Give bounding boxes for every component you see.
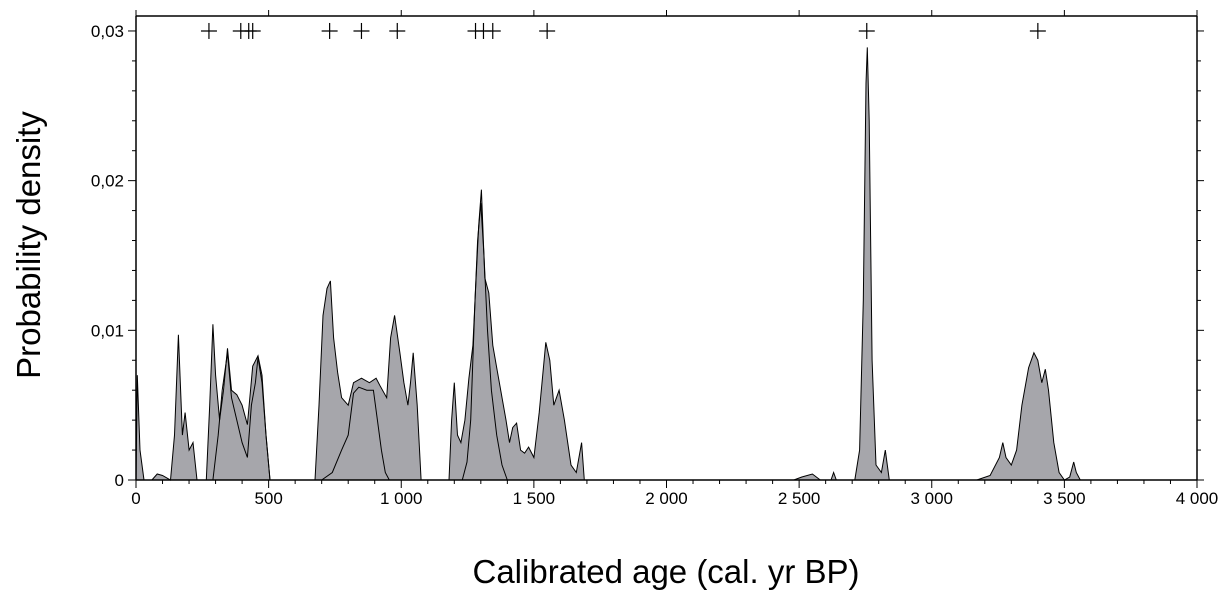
x-axis-ticks: 0 500 1 000 1 500 2 000 2 500 3 000 3 500 4 000	[131, 10, 1218, 508]
density-peak-3	[314, 280, 422, 481]
y-tick-label: 0	[115, 471, 124, 490]
date-marker	[858, 22, 875, 39]
date-marker	[353, 22, 370, 39]
density-peak-7	[976, 351, 1082, 481]
y-tick-label: 0,01	[91, 321, 124, 340]
x-axis-title: Calibrated age (cal. yr BP)	[473, 553, 860, 590]
x-tick-label: 500	[254, 489, 282, 508]
x-tick-label: 1 500	[513, 489, 556, 508]
density-peak-6	[854, 47, 890, 481]
date-marker	[1029, 22, 1046, 39]
y-tick-label: 0,03	[91, 22, 124, 41]
date-marker	[200, 22, 217, 39]
date-markers	[200, 22, 1046, 39]
density-outline-3	[461, 203, 508, 481]
x-tick-label: 2 500	[778, 489, 821, 508]
y-axis-title: Probability density	[10, 111, 47, 379]
density-outlines	[212, 203, 508, 481]
date-marker	[244, 22, 261, 39]
x-tick-label: 2 000	[645, 489, 688, 508]
density-peak-5	[793, 470, 838, 481]
x-tick-label: 3 000	[910, 489, 953, 508]
density-outline-1	[212, 352, 271, 481]
x-tick-label: 1 000	[380, 489, 423, 508]
date-marker	[484, 22, 501, 39]
date-marker	[321, 22, 338, 39]
x-tick-label: 4 000	[1176, 489, 1219, 508]
date-marker	[389, 22, 406, 39]
y-axis-ticks: 0 0,01 0,02 0,03	[91, 22, 1204, 490]
density-areas	[135, 47, 1082, 481]
date-marker	[539, 22, 556, 39]
density-outline-2	[321, 386, 390, 481]
density-peak-4	[448, 189, 585, 481]
x-tick-label: 3 500	[1043, 489, 1086, 508]
x-tick-label: 0	[131, 489, 140, 508]
y-tick-label: 0,02	[91, 172, 124, 191]
density-peak-1	[135, 334, 198, 481]
